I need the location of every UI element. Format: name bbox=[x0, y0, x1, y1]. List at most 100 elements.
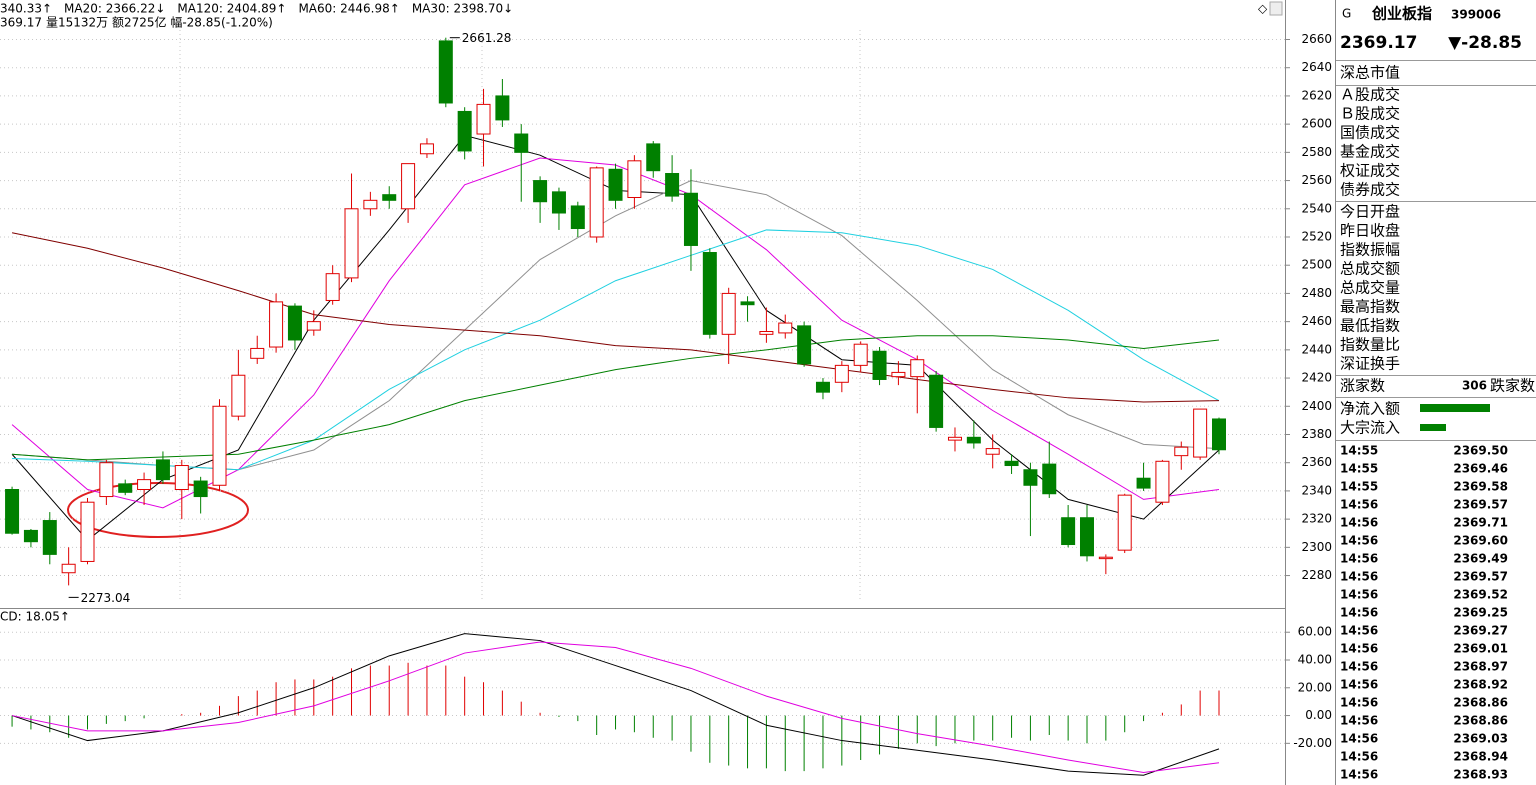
candle-body bbox=[1211, 418, 1226, 451]
y-tick-label: 2440 bbox=[1301, 342, 1332, 356]
diamond-icon[interactable]: ◇ bbox=[1258, 2, 1268, 16]
candle-body bbox=[1136, 477, 1151, 489]
panel-row-label: 昨日收盘 bbox=[1340, 222, 1400, 240]
scroll-button[interactable] bbox=[1269, 1, 1283, 16]
candle-body bbox=[99, 462, 114, 498]
flow-bar bbox=[1420, 404, 1490, 412]
candle-body bbox=[193, 480, 208, 498]
candle-body bbox=[363, 199, 378, 210]
candle-body bbox=[1042, 463, 1057, 495]
y-tick-label: 2360 bbox=[1301, 455, 1332, 469]
breadth-label: 跌家数 bbox=[1490, 377, 1535, 395]
candle-body bbox=[740, 301, 755, 306]
panel-row-label: 深总市值 bbox=[1340, 64, 1400, 82]
ma-legend: MA120: 2404.89↑ bbox=[177, 2, 286, 16]
y-tick-label: 20.00 bbox=[1298, 680, 1332, 694]
tick-time: 14:56 bbox=[1340, 588, 1378, 602]
tick-time: 14:56 bbox=[1340, 714, 1378, 728]
candle-body bbox=[118, 483, 133, 493]
candle-body bbox=[80, 501, 95, 562]
panel-row-label: Ｂ股成交 bbox=[1340, 105, 1400, 123]
panel-row-label: 大宗流入 bbox=[1340, 419, 1400, 437]
candle-body bbox=[589, 167, 604, 238]
candle-body bbox=[891, 371, 906, 378]
candle-body bbox=[1004, 460, 1019, 467]
tick-price: 2369.71 bbox=[1453, 516, 1508, 530]
tick-time: 14:56 bbox=[1340, 624, 1378, 638]
y-tick-label: 60.00 bbox=[1298, 625, 1332, 639]
candle-body bbox=[438, 40, 453, 104]
tick-price: 2368.86 bbox=[1453, 714, 1508, 728]
y-tick-label: 2520 bbox=[1301, 229, 1332, 243]
candle-body bbox=[721, 292, 736, 335]
tick-price: 2369.60 bbox=[1453, 534, 1508, 548]
tick-price: 2369.27 bbox=[1453, 624, 1508, 638]
y-tick-label: 2660 bbox=[1301, 32, 1332, 46]
candle-body bbox=[702, 252, 717, 335]
candle-body bbox=[61, 563, 76, 574]
ma-legend: MA20: 2366.22↓ bbox=[64, 2, 165, 16]
tick-price: 2369.57 bbox=[1453, 498, 1508, 512]
tick-time: 14:56 bbox=[1340, 570, 1378, 584]
candle-body bbox=[1098, 556, 1113, 560]
tick-price: 2368.94 bbox=[1453, 750, 1508, 764]
candle-body bbox=[665, 173, 680, 197]
quote-info: 369.17 bbox=[0, 16, 42, 30]
panel-row-label: 权证成交 bbox=[1340, 162, 1400, 180]
tick-time: 14:56 bbox=[1340, 660, 1378, 674]
y-tick-label: 2460 bbox=[1301, 314, 1332, 328]
candle-body bbox=[174, 465, 189, 491]
tick-time: 14:56 bbox=[1340, 534, 1378, 548]
tick-time: 14:56 bbox=[1340, 768, 1378, 782]
candle-body bbox=[1174, 446, 1189, 457]
tick-time: 14:56 bbox=[1340, 750, 1378, 764]
candle-body bbox=[815, 381, 830, 393]
candle-body bbox=[910, 359, 925, 378]
panel-row-label: 总成交量 bbox=[1340, 279, 1400, 297]
tick-time: 14:56 bbox=[1340, 732, 1378, 746]
candle-body bbox=[1155, 460, 1170, 503]
candle-body bbox=[533, 180, 548, 203]
index-change: ▼-28.85 bbox=[1448, 33, 1522, 53]
candle-body bbox=[269, 301, 284, 348]
candle-body bbox=[401, 163, 416, 210]
y-tick-label: 40.00 bbox=[1298, 653, 1332, 667]
breadth-up: 306 bbox=[1462, 379, 1487, 393]
y-tick-label: 2540 bbox=[1301, 201, 1332, 215]
tick-time: 14:56 bbox=[1340, 516, 1378, 530]
candle-body bbox=[834, 364, 849, 383]
candle-body bbox=[966, 436, 981, 444]
y-tick-label: 2620 bbox=[1301, 88, 1332, 102]
tick-price: 2369.50 bbox=[1453, 444, 1508, 458]
tick-time: 14:56 bbox=[1340, 696, 1378, 710]
candle-body bbox=[155, 459, 170, 481]
tick-time: 14:56 bbox=[1340, 678, 1378, 692]
y-tick-label: 2580 bbox=[1301, 145, 1332, 159]
candle-body bbox=[1023, 469, 1038, 486]
candle-body bbox=[306, 321, 321, 331]
y-tick-label: 2400 bbox=[1301, 399, 1332, 413]
panel-row-label: 国债成交 bbox=[1340, 124, 1400, 142]
candle-body bbox=[797, 325, 812, 365]
tick-price: 2369.25 bbox=[1453, 606, 1508, 620]
panel-row-label: 最低指数 bbox=[1340, 317, 1400, 335]
index-price: 2369.17 bbox=[1340, 33, 1417, 53]
candle-body bbox=[212, 405, 227, 486]
candle-body bbox=[778, 322, 793, 334]
panel-row-label: 总成交额 bbox=[1340, 260, 1400, 278]
candle-body bbox=[608, 168, 623, 201]
candle-body bbox=[419, 143, 434, 155]
tick-time: 14:56 bbox=[1340, 606, 1378, 620]
candle-body bbox=[1193, 408, 1208, 458]
panel-row-label: 今日开盘 bbox=[1340, 203, 1400, 221]
ma-legend: MA30: 2398.70↓ bbox=[412, 2, 513, 16]
candle-body bbox=[1117, 494, 1132, 551]
panel-row-label: 基金成交 bbox=[1340, 143, 1400, 161]
panel-row-label: Ａ股成交 bbox=[1340, 86, 1400, 104]
candle-body bbox=[627, 160, 642, 198]
tick-time: 14:55 bbox=[1340, 480, 1378, 494]
tick-price: 2369.01 bbox=[1453, 642, 1508, 656]
panel-row-label: 债券成交 bbox=[1340, 181, 1400, 199]
